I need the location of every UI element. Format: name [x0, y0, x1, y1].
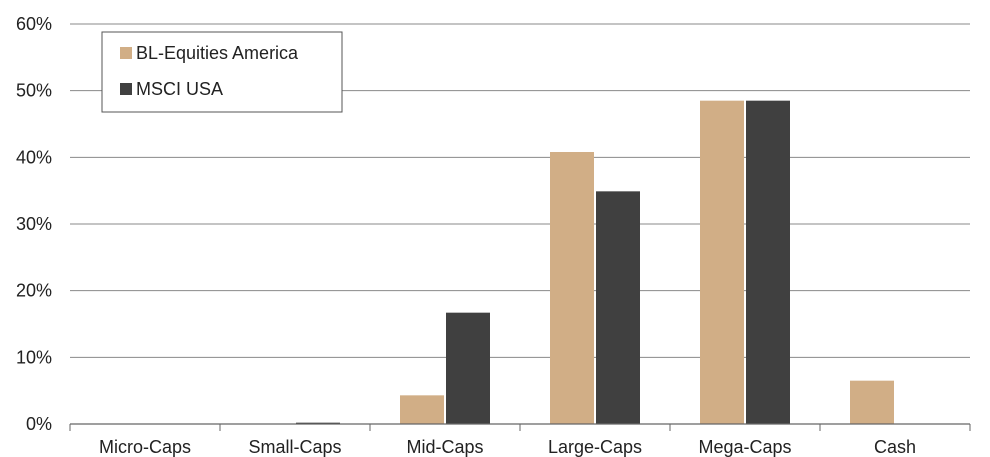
y-tick-label: 50%: [16, 81, 52, 101]
bar: [296, 422, 340, 424]
y-tick-label: 30%: [16, 214, 52, 234]
legend-swatch: [120, 47, 132, 59]
x-axis: [69, 423, 971, 431]
y-tick-label: 20%: [16, 281, 52, 301]
bar: [700, 100, 744, 425]
bar: [446, 312, 490, 424]
legend: BL-Equities America MSCI USA: [101, 31, 343, 113]
bars: [296, 100, 894, 425]
x-axis-tick-labels: Micro-Caps Small-Caps Mid-Caps Large-Caps Me…: [99, 437, 916, 457]
y-tick-label: 60%: [16, 14, 52, 34]
y-axis-tick-labels: 0% 10% 20% 30% 40% 50% 60%: [16, 14, 52, 434]
bar: [596, 191, 640, 424]
x-tick-label: Mid-Caps: [406, 437, 483, 457]
x-tick-label: Micro-Caps: [99, 437, 191, 457]
bar: [850, 380, 894, 424]
legend-label: BL-Equities America: [136, 43, 299, 63]
legend-swatch: [120, 83, 132, 95]
legend-box: [101, 31, 343, 113]
x-tick-label: Cash: [874, 437, 916, 457]
legend-label: MSCI USA: [136, 79, 223, 99]
y-tick-label: 40%: [16, 147, 52, 167]
x-tick-label: Small-Caps: [248, 437, 341, 457]
bar: [400, 395, 444, 424]
bar: [550, 152, 594, 424]
bar: [746, 100, 790, 425]
x-tick-label: Mega-Caps: [698, 437, 791, 457]
y-tick-label: 10%: [16, 347, 52, 367]
y-tick-label: 0%: [26, 414, 52, 434]
x-tick-label: Large-Caps: [548, 437, 642, 457]
